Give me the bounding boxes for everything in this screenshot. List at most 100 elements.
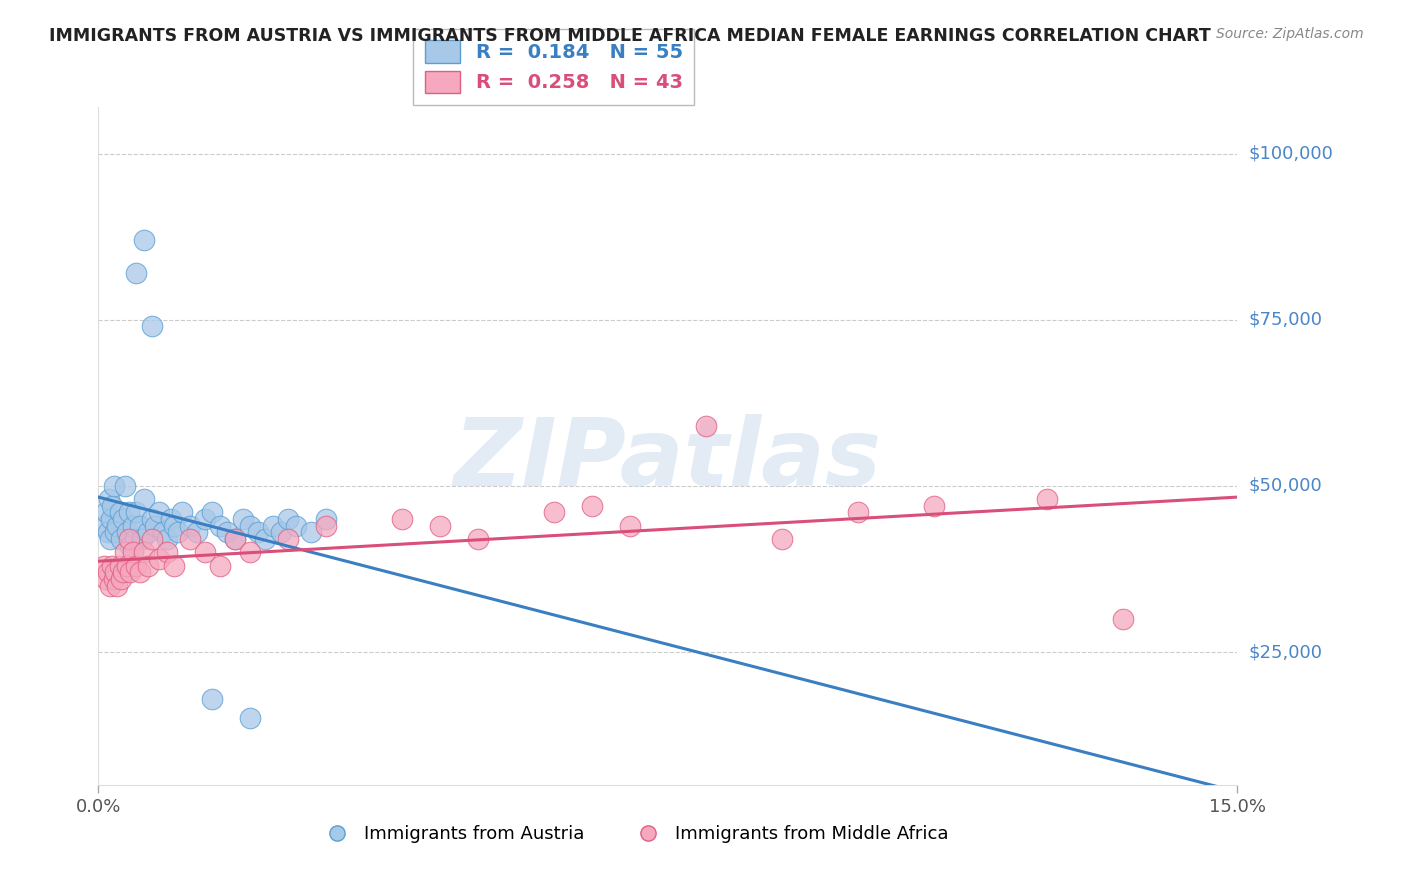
Point	[120, 566, 142, 580]
Point	[232, 512, 254, 526]
Point	[108, 506, 131, 520]
Point	[152, 525, 174, 540]
Point	[391, 512, 413, 526]
Point	[93, 518, 115, 533]
Text: ZIPatlas: ZIPatlas	[454, 414, 882, 506]
Point	[121, 518, 143, 533]
Point	[110, 572, 132, 586]
Point	[315, 512, 337, 526]
Point	[98, 578, 121, 592]
Point	[118, 506, 141, 520]
Point	[98, 492, 121, 507]
Point	[141, 532, 163, 546]
Point	[194, 545, 217, 559]
Point	[111, 566, 134, 580]
Point	[100, 512, 122, 526]
Point	[132, 545, 155, 559]
Text: $25,000: $25,000	[1249, 643, 1323, 661]
Text: $50,000: $50,000	[1249, 477, 1322, 495]
Point	[108, 558, 131, 573]
Point	[619, 518, 641, 533]
Point	[117, 525, 139, 540]
Point	[136, 558, 159, 573]
Point	[114, 479, 136, 493]
Point	[141, 319, 163, 334]
Point	[94, 572, 117, 586]
Point	[104, 566, 127, 580]
Point	[224, 532, 246, 546]
Point	[132, 492, 155, 507]
Point	[239, 711, 262, 725]
Point	[194, 512, 217, 526]
Point	[239, 518, 262, 533]
Point	[254, 532, 277, 546]
Point	[121, 545, 143, 559]
Point	[543, 506, 565, 520]
Point	[125, 266, 148, 280]
Point	[277, 512, 299, 526]
Point	[114, 545, 136, 559]
Point	[429, 518, 451, 533]
Point	[246, 525, 269, 540]
Point	[224, 532, 246, 546]
Point	[846, 506, 869, 520]
Point	[141, 512, 163, 526]
Point	[145, 518, 167, 533]
Point	[101, 499, 124, 513]
Point	[467, 532, 489, 546]
Point	[125, 506, 148, 520]
Point	[129, 518, 152, 533]
Point	[148, 506, 170, 520]
Point	[284, 518, 307, 533]
Point	[101, 558, 124, 573]
Point	[156, 532, 179, 546]
Point	[104, 525, 127, 540]
Legend: Immigrants from Austria, Immigrants from Middle Africa: Immigrants from Austria, Immigrants from…	[312, 818, 956, 850]
Point	[270, 525, 292, 540]
Point	[103, 479, 125, 493]
Point	[98, 532, 121, 546]
Text: Source: ZipAtlas.com: Source: ZipAtlas.com	[1216, 27, 1364, 41]
Point	[131, 532, 153, 546]
Point	[1036, 492, 1059, 507]
Point	[167, 525, 190, 540]
Point	[96, 566, 118, 580]
Point	[186, 525, 208, 540]
Point	[124, 532, 146, 546]
Point	[239, 545, 262, 559]
Point	[770, 532, 793, 546]
Point	[110, 532, 132, 546]
Point	[277, 532, 299, 546]
Point	[136, 525, 159, 540]
Point	[159, 512, 181, 526]
Point	[1112, 612, 1135, 626]
Point	[107, 578, 129, 592]
Text: $75,000: $75,000	[1249, 310, 1323, 329]
Point	[156, 545, 179, 559]
Point	[118, 532, 141, 546]
Point	[315, 518, 337, 533]
Point	[208, 518, 231, 533]
Point	[163, 518, 186, 533]
Point	[179, 532, 201, 546]
Point	[170, 506, 193, 520]
Point	[120, 539, 142, 553]
Point	[201, 506, 224, 520]
Point	[922, 499, 945, 513]
Point	[695, 419, 717, 434]
Text: $100,000: $100,000	[1249, 145, 1333, 162]
Point	[581, 499, 603, 513]
Point	[111, 512, 134, 526]
Point	[129, 566, 152, 580]
Point	[117, 558, 139, 573]
Point	[103, 572, 125, 586]
Point	[201, 691, 224, 706]
Point	[107, 518, 129, 533]
Point	[96, 525, 118, 540]
Point	[94, 506, 117, 520]
Point	[125, 558, 148, 573]
Point	[148, 552, 170, 566]
Point	[163, 558, 186, 573]
Point	[93, 558, 115, 573]
Point	[208, 558, 231, 573]
